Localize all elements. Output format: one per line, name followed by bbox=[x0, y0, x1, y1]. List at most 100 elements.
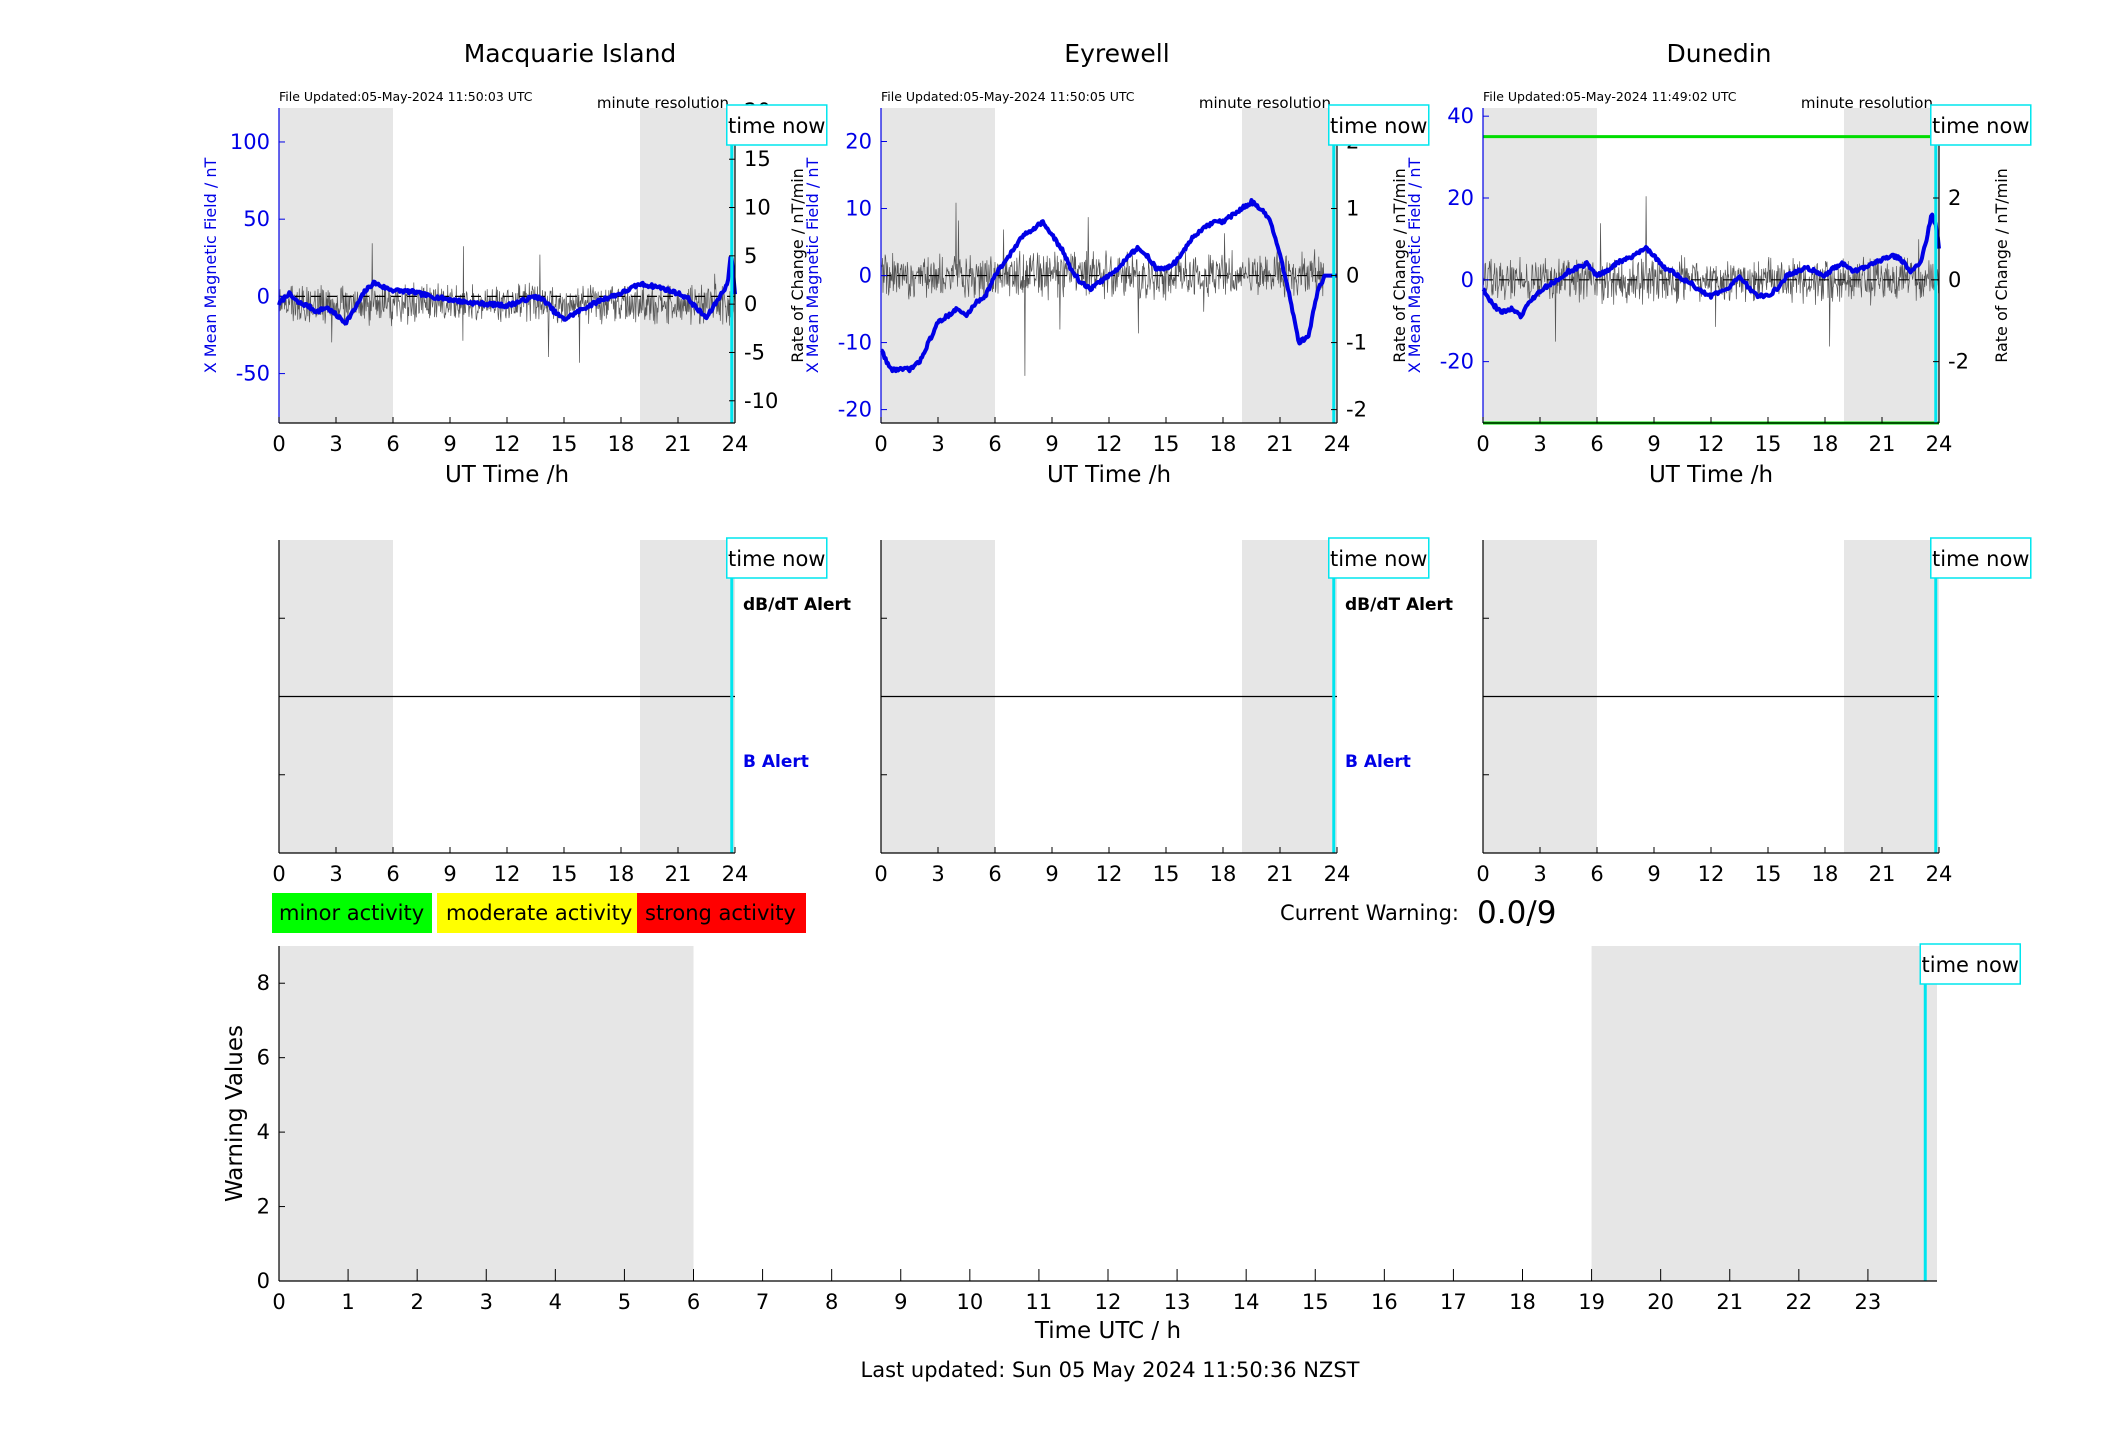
x-tick-label: 23 bbox=[1855, 1290, 1882, 1314]
x-tick-label: 19 bbox=[1578, 1290, 1605, 1314]
x-tick-label: 24 bbox=[722, 432, 749, 456]
time-now-label: time now bbox=[1932, 114, 2029, 138]
station-title: Eyrewell bbox=[1064, 39, 1169, 68]
station-panel-dunedin: Dunedin File Updated:05-May-2024 11:49:0… bbox=[1405, 39, 2032, 488]
x-tick-label: 12 bbox=[1095, 1290, 1122, 1314]
y-tick-label: 50 bbox=[243, 207, 270, 231]
x-tick-label: 24 bbox=[1324, 862, 1351, 886]
x-tick-label: 7 bbox=[756, 1290, 769, 1314]
y-tick-label: 20 bbox=[1447, 186, 1474, 210]
x-tick-label: 3 bbox=[1533, 862, 1546, 886]
field-line bbox=[880, 198, 1338, 374]
y-tick-label: -50 bbox=[236, 362, 270, 386]
time-now-label: time now bbox=[1330, 547, 1427, 571]
x-tick-label: 3 bbox=[1533, 432, 1546, 456]
y-tick-label: 40 bbox=[1447, 104, 1474, 128]
time-now-label: time now bbox=[1932, 547, 2029, 571]
y2-tick-label: -2 bbox=[1346, 398, 1367, 422]
x-tick-label: 3 bbox=[329, 432, 342, 456]
x-tick-label: 22 bbox=[1785, 1290, 1812, 1314]
legend-moderate-label: moderate activity bbox=[446, 901, 632, 925]
x-tick-label: 8 bbox=[825, 1290, 838, 1314]
current-warning-label: Current Warning: bbox=[1280, 901, 1459, 925]
x-tick-label: 3 bbox=[480, 1290, 493, 1314]
x-tick-label: 0 bbox=[1476, 432, 1489, 456]
x-tick-label: 18 bbox=[1210, 862, 1237, 886]
x-tick-label: 0 bbox=[272, 1290, 285, 1314]
x-tick-label: 12 bbox=[1698, 432, 1725, 456]
dbdt-alert-label: dB/dT Alert bbox=[1345, 595, 1453, 615]
x-tick-label: 0 bbox=[272, 862, 285, 886]
y-tick-label: -20 bbox=[1440, 350, 1474, 374]
x-tick-label: 12 bbox=[1096, 862, 1123, 886]
x-tick-label: 24 bbox=[1926, 862, 1953, 886]
time-now-box bbox=[1919, 943, 2022, 985]
y-tick-label: 0 bbox=[257, 1269, 270, 1293]
y2-tick-label: 1 bbox=[1346, 197, 1359, 221]
x-tick-label: 3 bbox=[329, 862, 342, 886]
night-shade bbox=[279, 108, 393, 423]
x-tick-label: 15 bbox=[1302, 1290, 1329, 1314]
x-tick-label: 12 bbox=[494, 862, 521, 886]
station-title: Macquarie Island bbox=[464, 39, 677, 68]
x-tick-label: 15 bbox=[1153, 432, 1180, 456]
x-tick-label: 9 bbox=[1045, 432, 1058, 456]
night-shade bbox=[1844, 108, 1939, 423]
y-tick-label: 10 bbox=[845, 197, 872, 221]
y2-tick-label: 10 bbox=[744, 196, 771, 220]
x-tick-label: 13 bbox=[1164, 1290, 1191, 1314]
x-tick-label: 4 bbox=[549, 1290, 562, 1314]
y-tick-label: 4 bbox=[257, 1120, 270, 1144]
x-axis-label: Time UTC / h bbox=[1034, 1318, 1181, 1344]
b-alert-label: B Alert bbox=[743, 752, 809, 772]
x-tick-label: 21 bbox=[1716, 1290, 1743, 1314]
y-tick-label: 6 bbox=[257, 1046, 270, 1070]
dbdt-alert-label: dB/dT Alert bbox=[743, 595, 851, 615]
night-shade bbox=[1591, 946, 1937, 1281]
y2-tick-label: 0 bbox=[1948, 268, 1961, 292]
time-now-label: time now bbox=[1330, 114, 1427, 138]
file-updated-label: File Updated:05-May-2024 11:50:05 UTC bbox=[881, 89, 1135, 104]
x-tick-label: 6 bbox=[988, 862, 1001, 886]
x-tick-label: 17 bbox=[1440, 1290, 1467, 1314]
x-tick-label: 11 bbox=[1026, 1290, 1053, 1314]
x-axis-label: UT Time /h bbox=[445, 462, 569, 488]
legend-minor-label: minor activity bbox=[279, 901, 424, 925]
x-tick-label: 21 bbox=[665, 432, 692, 456]
time-now-box bbox=[1930, 104, 2032, 146]
time-now-box bbox=[726, 104, 828, 146]
x-axis-label: UT Time /h bbox=[1649, 462, 1773, 488]
time-now-label: time now bbox=[1922, 953, 2019, 977]
x-tick-label: 18 bbox=[608, 432, 635, 456]
file-updated-label: File Updated:05-May-2024 11:49:02 UTC bbox=[1483, 89, 1737, 104]
resolution-label: minute resolution bbox=[597, 94, 729, 112]
x-tick-label: 21 bbox=[1869, 862, 1896, 886]
x-axis-label: UT Time /h bbox=[1047, 462, 1171, 488]
x-tick-label: 21 bbox=[1869, 432, 1896, 456]
x-tick-label: 6 bbox=[687, 1290, 700, 1314]
x-tick-label: 16 bbox=[1371, 1290, 1398, 1314]
activity-legend: minor activity moderate activity strong … bbox=[272, 893, 806, 933]
x-tick-label: 15 bbox=[1755, 432, 1782, 456]
x-tick-label: 0 bbox=[874, 862, 887, 886]
night-shade bbox=[279, 946, 694, 1281]
x-tick-label: 1 bbox=[341, 1290, 354, 1314]
resolution-label: minute resolution bbox=[1801, 94, 1933, 112]
x-tick-label: 9 bbox=[1045, 862, 1058, 886]
y-tick-label: -10 bbox=[838, 331, 872, 355]
y-tick-label: -20 bbox=[838, 398, 872, 422]
time-now-box bbox=[1328, 537, 1430, 579]
x-tick-label: 9 bbox=[443, 862, 456, 886]
x-tick-label: 20 bbox=[1647, 1290, 1674, 1314]
legend-strong-swatch bbox=[637, 893, 806, 933]
y2-tick-label: 5 bbox=[744, 244, 757, 268]
x-tick-label: 6 bbox=[1590, 432, 1603, 456]
x-tick-label: 12 bbox=[1096, 432, 1123, 456]
legend-moderate-swatch bbox=[437, 893, 637, 933]
y2-axis-label: Rate of Change / nT/min bbox=[1992, 168, 2011, 363]
x-tick-label: 9 bbox=[443, 432, 456, 456]
